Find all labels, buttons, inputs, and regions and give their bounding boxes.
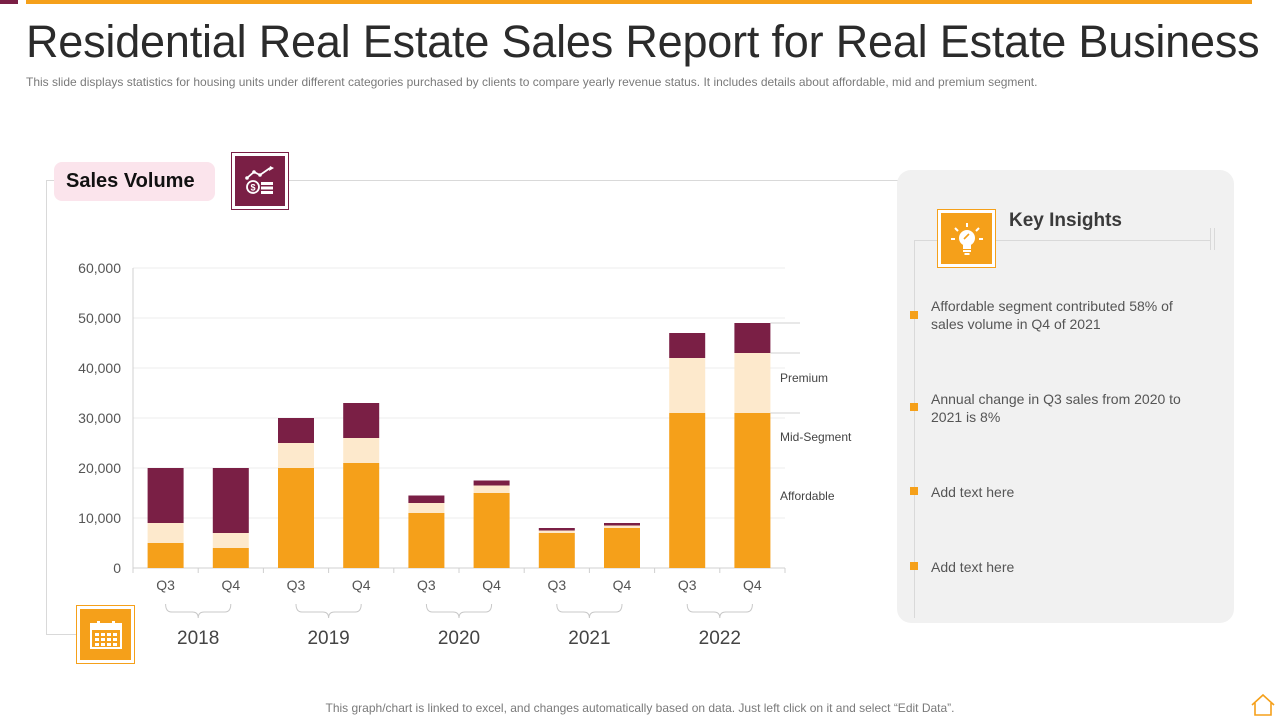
bar-premium-8 [669, 333, 706, 358]
year-bracket [165, 603, 232, 619]
y-tick-label: 50,000 [78, 310, 121, 326]
key-insights-title: Key Insights [1009, 210, 1122, 231]
insight-text-4: Add text here [931, 559, 1015, 575]
y-tick-label: 60,000 [78, 260, 121, 276]
bar-affordable-2 [278, 468, 314, 568]
x-tick-label: Q3 [287, 577, 306, 593]
bar-affordable-0 [147, 543, 184, 568]
insights-title-line [914, 240, 1210, 241]
bar-premium-5 [473, 480, 510, 486]
bar-premium-7 [604, 523, 640, 526]
bar-affordable-5 [473, 493, 510, 568]
bar-mid-segment-5 [473, 485, 510, 493]
y-tick-label: 10,000 [78, 510, 121, 526]
x-tick-label: Q3 [417, 577, 436, 593]
bar-affordable-6 [538, 533, 575, 568]
bar-mid-segment-6 [538, 530, 575, 533]
bar-mid-segment-8 [669, 358, 706, 413]
sales-volume-chart: 0 10,000 20,000 30,000 40,000 50,000 60,000 Q3 Q… [78, 260, 800, 649]
insights-title-line-end2 [1214, 228, 1215, 250]
bar-premium-6 [538, 528, 575, 531]
lightbulb-icon-box [937, 209, 996, 268]
bar-affordable-4 [408, 513, 445, 568]
legend-mid-segment-label: Mid-Segment [780, 430, 852, 444]
year-label: 2018 [177, 628, 219, 649]
sales-volume-label: Sales Volume [54, 162, 215, 201]
insight-bullet-1 [910, 311, 918, 319]
calendar-icon [80, 609, 131, 660]
legend-connector-premium [770, 322, 800, 324]
frame-line-left [46, 180, 47, 635]
frame-line-top [288, 180, 898, 181]
bar-premium-3 [343, 403, 380, 438]
bar-premium-9 [734, 323, 771, 353]
insight-text-2: Annual change in Q3 sales from 2020 to 2… [931, 391, 1181, 425]
lightbulb-icon [941, 213, 992, 264]
year-label: 2019 [307, 628, 349, 649]
x-tick-label: Q4 [352, 577, 371, 593]
year-label: 2021 [568, 628, 610, 649]
insights-title-line-end [1210, 228, 1211, 250]
insight-bullet-3 [910, 487, 918, 495]
page-subtitle: This slide displays statistics for housi… [26, 75, 1038, 89]
x-tick-label: Q3 [678, 577, 697, 593]
footer-note: This graph/chart is linked to excel, and… [325, 701, 955, 715]
year-label: 2020 [438, 628, 480, 649]
x-tick-label: Q3 [547, 577, 566, 593]
bar-mid-segment-3 [343, 438, 380, 463]
bar-mid-segment-7 [604, 525, 640, 528]
bar-mid-segment-0 [147, 523, 184, 543]
calendar-icon-box [76, 605, 135, 664]
insight-bullet-4 [910, 562, 918, 570]
legend-connector-mid-segment [770, 352, 800, 354]
money-growth-icon-box: $ [231, 152, 289, 210]
legend-connector-affordable [770, 412, 800, 414]
y-tick-label: 20,000 [78, 460, 121, 476]
bar-premium-2 [278, 418, 314, 443]
frame-line-bottom-stub [46, 634, 76, 635]
bar-mid-segment-4 [408, 503, 445, 513]
bar-mid-segment-9 [734, 353, 771, 413]
y-tick-label: 40,000 [78, 360, 121, 376]
bar-premium-4 [408, 495, 445, 503]
bar-premium-1 [212, 468, 249, 533]
year-bracket [425, 603, 493, 619]
svg-text:$: $ [250, 183, 255, 193]
home-icon[interactable] [1250, 693, 1276, 720]
year-bracket [556, 603, 623, 619]
bar-affordable-9 [734, 413, 771, 568]
x-tick-label: Q4 [613, 577, 632, 593]
bar-mid-segment-2 [278, 443, 314, 468]
bar-affordable-3 [343, 463, 380, 568]
insight-bullet-2 [910, 403, 918, 411]
x-tick-label: Q3 [156, 577, 175, 593]
bar-affordable-1 [212, 548, 249, 568]
insight-text-1: Affordable segment contributed 58% of sa… [931, 298, 1173, 332]
legend-premium-label: Premium [780, 371, 829, 385]
top-accent-bar [26, 0, 1252, 4]
bar-affordable-8 [669, 413, 706, 568]
x-tick-label: Q4 [743, 577, 762, 593]
frame-line-left-top-stub [46, 180, 54, 181]
x-tick-label: Q4 [221, 577, 240, 593]
x-tick-label: Q4 [482, 577, 501, 593]
bar-premium-0 [147, 468, 184, 523]
insights-vertical-line [914, 240, 915, 618]
money-growth-icon: $ [235, 156, 285, 206]
top-accent-maroon [0, 0, 18, 4]
year-bracket [295, 603, 362, 619]
bar-affordable-7 [604, 528, 640, 568]
legend-affordable-label: Affordable [780, 489, 835, 503]
insight-text-3: Add text here [931, 484, 1015, 500]
year-label: 2022 [699, 628, 741, 649]
year-bracket [686, 603, 753, 619]
bar-mid-segment-1 [212, 533, 249, 548]
y-tick-label: 30,000 [78, 410, 121, 426]
y-tick-label: 0 [113, 560, 121, 576]
page-title: Residential Real Estate Sales Report for… [26, 16, 1260, 67]
